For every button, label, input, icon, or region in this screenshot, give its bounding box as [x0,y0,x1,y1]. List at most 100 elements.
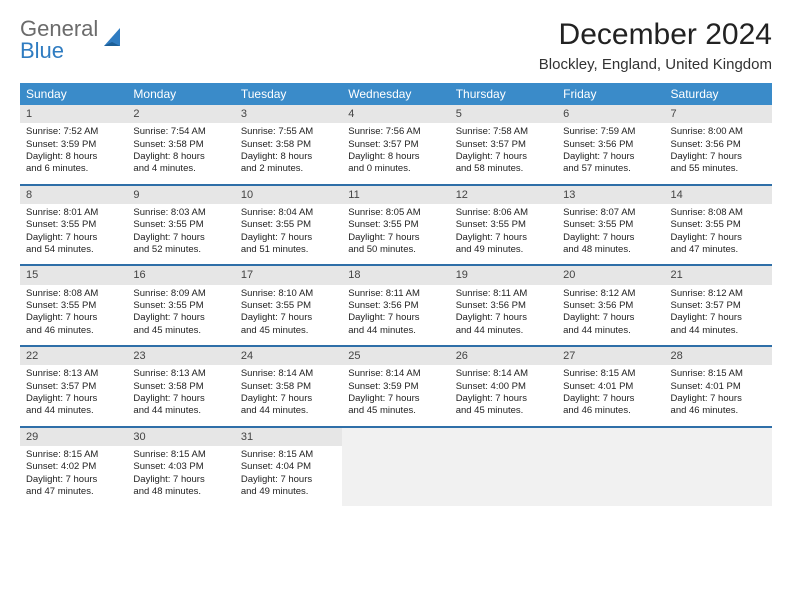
day-number: 24 [235,347,342,365]
sunrise-text: Sunrise: 8:03 AM [133,207,228,219]
daylight-text-1: Daylight: 8 hours [348,151,443,163]
daylight-text-1: Daylight: 7 hours [563,312,658,324]
day-body: Sunrise: 8:12 AMSunset: 3:57 PMDaylight:… [665,285,772,345]
calendar-day-cell: 17Sunrise: 8:10 AMSunset: 3:55 PMDayligh… [235,265,342,346]
daylight-text-1: Daylight: 8 hours [133,151,228,163]
sunset-text: Sunset: 3:55 PM [26,300,121,312]
calendar-day-cell: 12Sunrise: 8:06 AMSunset: 3:55 PMDayligh… [450,185,557,266]
sunset-text: Sunset: 3:56 PM [456,300,551,312]
sunset-text: Sunset: 3:55 PM [671,219,766,231]
day-body: Sunrise: 8:15 AMSunset: 4:04 PMDaylight:… [235,446,342,506]
calendar-day-cell: 31Sunrise: 8:15 AMSunset: 4:04 PMDayligh… [235,427,342,507]
title-block: December 2024 Blockley, England, United … [539,18,772,73]
daylight-text-2: and 44 minutes. [26,405,121,417]
sunset-text: Sunset: 3:55 PM [563,219,658,231]
sunrise-text: Sunrise: 8:14 AM [348,368,443,380]
day-number: 17 [235,266,342,284]
sunset-text: Sunset: 4:00 PM [456,381,551,393]
day-body: Sunrise: 8:15 AMSunset: 4:02 PMDaylight:… [20,446,127,506]
sunset-text: Sunset: 3:55 PM [133,219,228,231]
calendar-day-cell: 3Sunrise: 7:55 AMSunset: 3:58 PMDaylight… [235,105,342,185]
sunrise-text: Sunrise: 8:04 AM [241,207,336,219]
daylight-text-1: Daylight: 7 hours [241,393,336,405]
calendar-day-cell: 30Sunrise: 8:15 AMSunset: 4:03 PMDayligh… [127,427,234,507]
day-number: 13 [557,186,664,204]
daylight-text-1: Daylight: 8 hours [241,151,336,163]
daylight-text-1: Daylight: 7 hours [456,312,551,324]
day-number: 20 [557,266,664,284]
calendar-day-cell: 25Sunrise: 8:14 AMSunset: 3:59 PMDayligh… [342,346,449,427]
sunset-text: Sunset: 3:55 PM [26,219,121,231]
calendar-day-cell: 27Sunrise: 8:15 AMSunset: 4:01 PMDayligh… [557,346,664,427]
sunrise-text: Sunrise: 8:12 AM [671,288,766,300]
day-body: Sunrise: 7:58 AMSunset: 3:57 PMDaylight:… [450,123,557,183]
daylight-text-1: Daylight: 7 hours [26,312,121,324]
daylight-text-2: and 49 minutes. [241,486,336,498]
calendar-day-cell: 15Sunrise: 8:08 AMSunset: 3:55 PMDayligh… [20,265,127,346]
daylight-text-2: and 47 minutes. [26,486,121,498]
day-number: 1 [20,105,127,123]
sunrise-text: Sunrise: 7:55 AM [241,126,336,138]
calendar-day-cell: 13Sunrise: 8:07 AMSunset: 3:55 PMDayligh… [557,185,664,266]
sunrise-text: Sunrise: 8:01 AM [26,207,121,219]
logo-text: General Blue [20,18,98,62]
weekday-header: Sunday [20,83,127,105]
sunset-text: Sunset: 3:55 PM [456,219,551,231]
day-body: Sunrise: 8:14 AMSunset: 3:58 PMDaylight:… [235,365,342,425]
sunrise-text: Sunrise: 8:15 AM [241,449,336,461]
sunrise-text: Sunrise: 8:11 AM [348,288,443,300]
day-number: 21 [665,266,772,284]
daylight-text-2: and 44 minutes. [133,405,228,417]
calendar-day-cell: 8Sunrise: 8:01 AMSunset: 3:55 PMDaylight… [20,185,127,266]
day-number: 19 [450,266,557,284]
sunset-text: Sunset: 3:56 PM [671,139,766,151]
weekday-header: Monday [127,83,234,105]
sunrise-text: Sunrise: 8:08 AM [671,207,766,219]
daylight-text-1: Daylight: 7 hours [456,151,551,163]
calendar-day-cell: 23Sunrise: 8:13 AMSunset: 3:58 PMDayligh… [127,346,234,427]
sunset-text: Sunset: 3:56 PM [563,139,658,151]
day-number: 18 [342,266,449,284]
calendar-day-cell: 24Sunrise: 8:14 AMSunset: 3:58 PMDayligh… [235,346,342,427]
day-number: 9 [127,186,234,204]
daylight-text-1: Daylight: 7 hours [456,232,551,244]
sunset-text: Sunset: 3:57 PM [348,139,443,151]
daylight-text-1: Daylight: 7 hours [563,151,658,163]
day-body: Sunrise: 8:00 AMSunset: 3:56 PMDaylight:… [665,123,772,183]
calendar-day-cell: 22Sunrise: 8:13 AMSunset: 3:57 PMDayligh… [20,346,127,427]
day-number: 28 [665,347,772,365]
calendar-day-cell: 2Sunrise: 7:54 AMSunset: 3:58 PMDaylight… [127,105,234,185]
calendar-empty-cell [342,427,449,507]
day-body: Sunrise: 8:09 AMSunset: 3:55 PMDaylight:… [127,285,234,345]
sunrise-text: Sunrise: 8:10 AM [241,288,336,300]
sunset-text: Sunset: 4:02 PM [26,461,121,473]
daylight-text-2: and 2 minutes. [241,163,336,175]
sunrise-text: Sunrise: 8:14 AM [456,368,551,380]
day-number: 12 [450,186,557,204]
calendar-week-row: 22Sunrise: 8:13 AMSunset: 3:57 PMDayligh… [20,346,772,427]
daylight-text-1: Daylight: 7 hours [671,393,766,405]
sunset-text: Sunset: 3:56 PM [348,300,443,312]
daylight-text-1: Daylight: 7 hours [241,474,336,486]
day-body: Sunrise: 8:08 AMSunset: 3:55 PMDaylight:… [20,285,127,345]
calendar-day-cell: 14Sunrise: 8:08 AMSunset: 3:55 PMDayligh… [665,185,772,266]
sunset-text: Sunset: 3:57 PM [456,139,551,151]
day-body: Sunrise: 7:54 AMSunset: 3:58 PMDaylight:… [127,123,234,183]
daylight-text-2: and 0 minutes. [348,163,443,175]
daylight-text-1: Daylight: 7 hours [671,232,766,244]
calendar-day-cell: 9Sunrise: 8:03 AMSunset: 3:55 PMDaylight… [127,185,234,266]
daylight-text-2: and 51 minutes. [241,244,336,256]
day-number: 29 [20,428,127,446]
daylight-text-2: and 45 minutes. [348,405,443,417]
weekday-header: Saturday [665,83,772,105]
calendar-week-row: 15Sunrise: 8:08 AMSunset: 3:55 PMDayligh… [20,265,772,346]
daylight-text-1: Daylight: 7 hours [133,312,228,324]
daylight-text-1: Daylight: 7 hours [348,232,443,244]
daylight-text-2: and 58 minutes. [456,163,551,175]
day-body: Sunrise: 7:55 AMSunset: 3:58 PMDaylight:… [235,123,342,183]
sunrise-text: Sunrise: 8:07 AM [563,207,658,219]
header: General Blue December 2024 Blockley, Eng… [20,18,772,73]
daylight-text-1: Daylight: 7 hours [26,393,121,405]
day-body: Sunrise: 8:12 AMSunset: 3:56 PMDaylight:… [557,285,664,345]
daylight-text-1: Daylight: 7 hours [348,393,443,405]
